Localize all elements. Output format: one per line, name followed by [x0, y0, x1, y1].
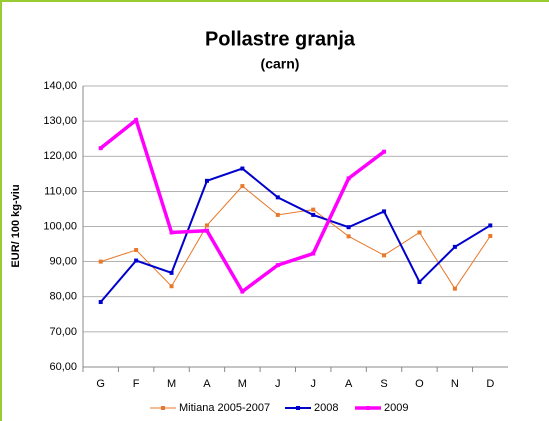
y-tick-label: 140,00 — [43, 80, 77, 92]
legend-marker — [366, 406, 370, 410]
point-marker — [204, 223, 209, 228]
point-marker — [311, 251, 316, 256]
y-tick-label: 60,00 — [49, 361, 77, 373]
x-tick-label: A — [203, 378, 211, 390]
chart-title: Pollastre granja — [205, 28, 356, 50]
point-marker — [134, 258, 139, 263]
series-line — [100, 185, 491, 290]
point-marker — [382, 253, 387, 258]
point-marker — [346, 234, 351, 239]
x-tick-label: D — [486, 378, 494, 390]
x-tick-label: O — [415, 378, 424, 390]
point-marker — [134, 248, 139, 253]
point-marker — [240, 166, 245, 171]
point-marker — [275, 263, 280, 268]
x-tick-label: M — [167, 378, 176, 390]
point-marker — [488, 233, 493, 238]
y-tick-label: 70,00 — [49, 326, 77, 338]
y-tick-label: 130,00 — [43, 115, 77, 127]
legend-label: 2008 — [314, 402, 338, 414]
point-marker — [452, 244, 457, 249]
y-tick-label: 110,00 — [44, 185, 77, 197]
point-marker — [240, 289, 245, 294]
x-tick-label: J — [310, 378, 316, 390]
point-marker — [204, 228, 209, 233]
y-tick-label: 100,00 — [43, 220, 77, 232]
x-tick-label: A — [345, 378, 353, 390]
y-axis-label: EUR/ 100 kg-viu — [10, 184, 22, 267]
legend-marker — [296, 406, 300, 410]
x-tick-label: G — [96, 378, 105, 390]
point-marker — [169, 270, 174, 275]
legend-label: Mitiana 2005-2007 — [179, 402, 270, 414]
x-tick-label: J — [275, 378, 281, 390]
x-tick-label: F — [133, 378, 140, 390]
legend-label: 2009 — [384, 402, 408, 414]
x-tick-label: N — [451, 378, 459, 390]
point-marker — [98, 146, 103, 151]
point-marker — [346, 225, 351, 230]
y-tick-label: 80,00 — [49, 291, 77, 303]
point-marker — [488, 223, 493, 228]
y-tick-label: 120,00 — [43, 150, 77, 162]
point-marker — [311, 212, 316, 217]
point-marker — [169, 284, 174, 289]
point-marker — [98, 300, 103, 305]
point-marker — [382, 209, 387, 214]
point-marker — [204, 178, 209, 183]
y-tick-label: 90,00 — [49, 256, 77, 268]
point-marker — [417, 230, 422, 235]
point-marker — [417, 279, 422, 284]
point-marker — [98, 259, 103, 264]
point-marker — [311, 207, 316, 212]
point-marker — [275, 212, 280, 217]
x-tick-label: M — [238, 378, 247, 390]
point-marker — [382, 149, 387, 154]
point-marker — [275, 195, 280, 200]
point-marker — [134, 118, 139, 123]
point-marker — [452, 286, 457, 291]
legend-marker — [161, 406, 165, 410]
point-marker — [240, 184, 245, 189]
x-tick-label: S — [380, 378, 387, 390]
series-line — [99, 167, 491, 303]
point-marker — [169, 230, 174, 235]
chart-subtitle: (carn) — [261, 56, 300, 72]
point-marker — [346, 176, 351, 181]
